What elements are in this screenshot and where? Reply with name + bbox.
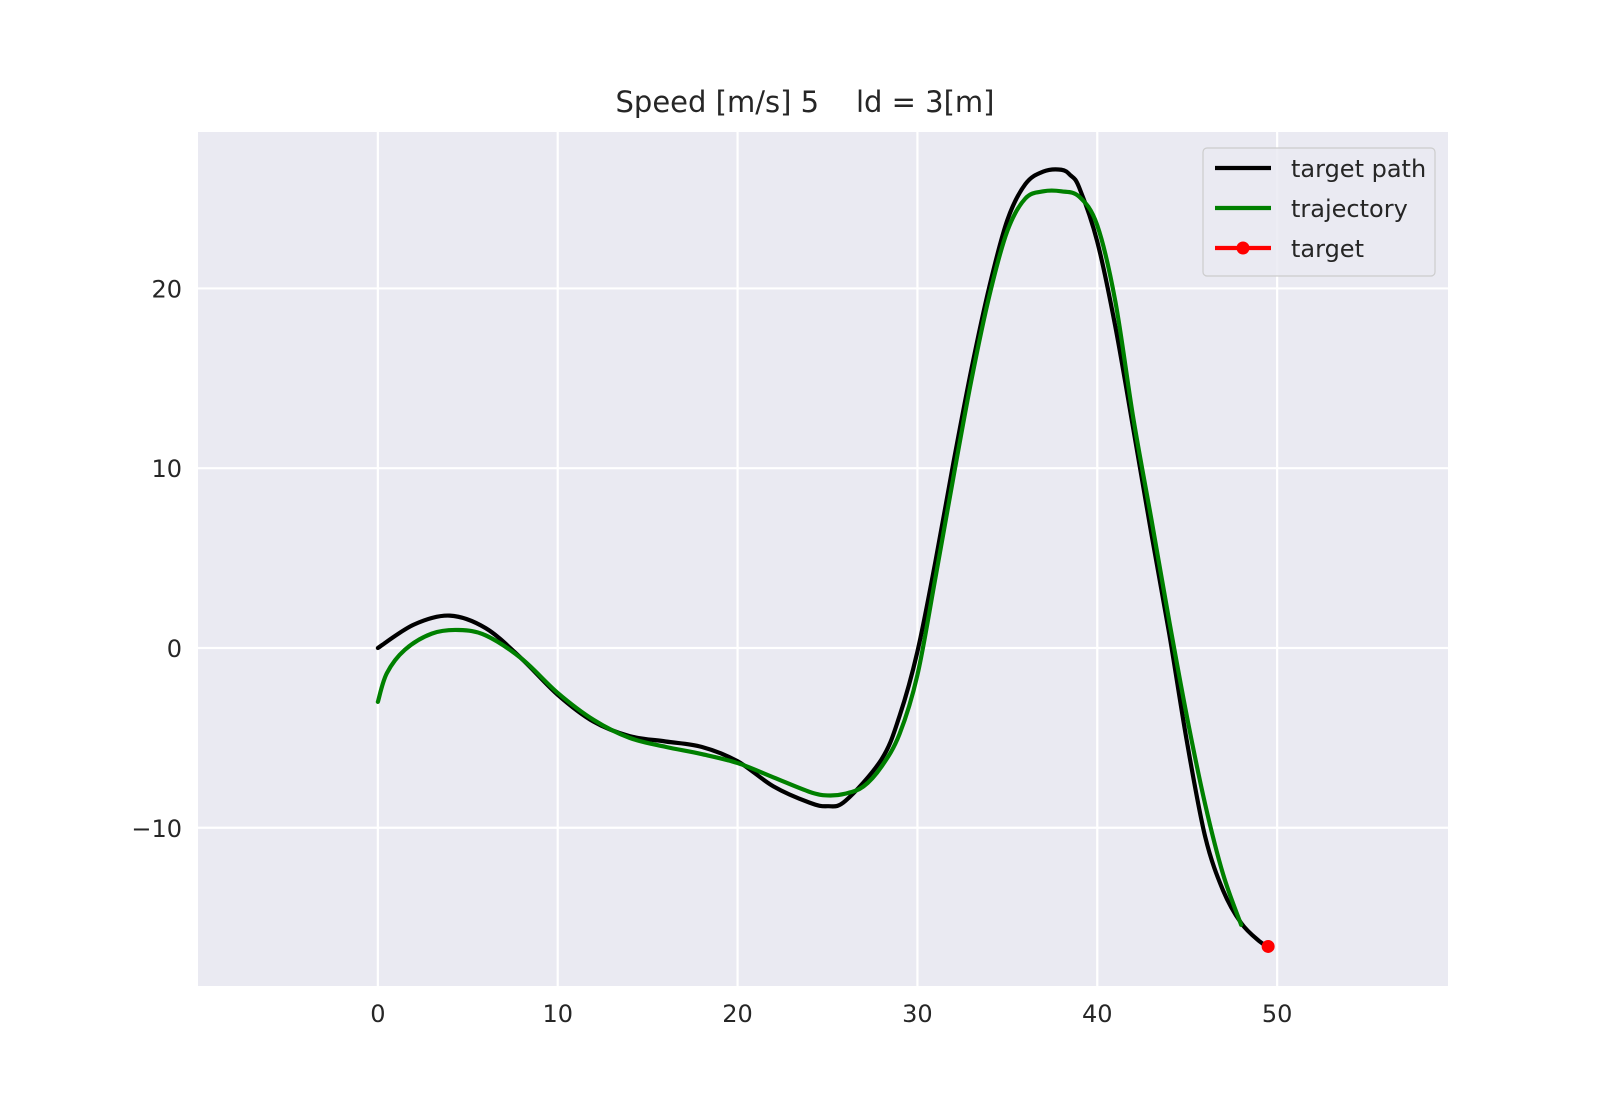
y-tick-label: 20 xyxy=(151,275,182,303)
target-marker xyxy=(1261,939,1275,953)
x-tick-label: 30 xyxy=(902,1000,933,1028)
y-tick-label: 0 xyxy=(167,635,182,663)
series-trajectory-line xyxy=(375,188,1244,927)
legend-marker-target xyxy=(1236,241,1250,255)
y-tick-label: −10 xyxy=(131,815,182,843)
x-tick-label: 40 xyxy=(1082,1000,1113,1028)
plot-lines xyxy=(375,167,1275,953)
y-tick-label: 10 xyxy=(151,455,182,483)
legend-label-target-path: target path xyxy=(1291,155,1426,183)
chart-title: Speed [m/s] 5 ld = 3[m] xyxy=(616,85,995,119)
legend-label-target: target xyxy=(1291,235,1364,263)
x-tick-label: 20 xyxy=(722,1000,753,1028)
tick-labels: 0 10 20 30 40 50 −10 0 10 20 xyxy=(131,275,1292,1028)
legend-frame xyxy=(1202,147,1436,277)
x-tick-label: 50 xyxy=(1262,1000,1293,1028)
legend-label-trajectory: trajectory xyxy=(1291,195,1408,223)
x-tick-label: 10 xyxy=(542,1000,573,1028)
legend: target path trajectory target xyxy=(1202,147,1436,277)
x-tick-label: 0 xyxy=(370,1000,385,1028)
